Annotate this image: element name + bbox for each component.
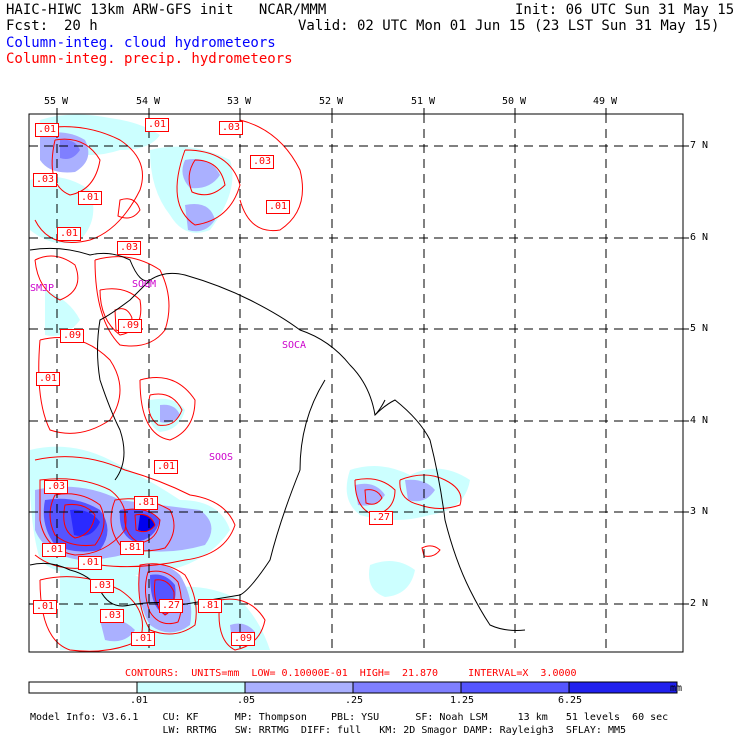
contour-info: CONTOURS: UNITS=mm LOW= 0.10000E-01 HIGH… [125, 668, 577, 679]
contour-label: .03 [219, 121, 244, 135]
contour-label: .03 [44, 480, 69, 494]
colorbar-tick: .05 [237, 695, 256, 706]
colorbar-tick: 6.25 [558, 695, 583, 706]
contour-label: .81 [134, 496, 159, 510]
forecast-label: Fcst: [6, 18, 49, 34]
station-label: SOOS [209, 452, 234, 463]
station-label: SOCA [282, 340, 307, 351]
contour-label: .01 [35, 123, 60, 137]
valid-time: Valid: 02 UTC Mon 01 Jun 15 (23 LST Sun … [298, 18, 720, 34]
contour-label: .09 [231, 632, 256, 646]
contour-label: .03 [90, 579, 115, 593]
contour-label: .03 [100, 609, 125, 623]
colorbar-unit: mm [670, 683, 683, 694]
model-info-line2: LW: RRTMG SW: RRTMG DIFF: full KM: 2D Sm… [30, 725, 627, 736]
station-label: SOGM [132, 279, 157, 290]
contour-label: .09 [60, 329, 85, 343]
contour-label: .01 [266, 200, 291, 214]
contour-label: .27 [369, 511, 394, 525]
colorbar-tick: .25 [345, 695, 364, 706]
lon-label: 49 W [593, 96, 618, 107]
lat-label: 6 N [690, 232, 709, 243]
precip-field-label: Column-integ. precip. hydrometeors [6, 51, 293, 67]
contour-label: .01 [42, 543, 67, 557]
contour-label: .01 [131, 632, 156, 646]
contour-label: .01 [145, 118, 170, 132]
contour-label: .03 [250, 155, 275, 169]
contour-label: .01 [154, 460, 179, 474]
lon-label: 53 W [227, 96, 252, 107]
contour-label: .03 [117, 241, 142, 255]
contour-label: .01 [78, 191, 103, 205]
contour-label: .81 [120, 541, 145, 555]
lat-label: 4 N [690, 415, 709, 426]
contour-label: .03 [33, 173, 58, 187]
lon-label: 50 W [502, 96, 527, 107]
cloud-field-label: Column-integ. cloud hydrometeors [6, 35, 276, 51]
station-label: SMJP [30, 283, 55, 294]
colorbar [28, 681, 678, 694]
model-info-line1: Model Info: V3.6.1 CU: KF MP: Thompson P… [30, 712, 669, 723]
lat-label: 5 N [690, 323, 709, 334]
lat-label: 7 N [690, 140, 709, 151]
contour-label: .81 [198, 599, 223, 613]
lat-label: 3 N [690, 506, 709, 517]
lon-label: 55 W [44, 96, 69, 107]
lon-label: 51 W [411, 96, 436, 107]
colorbar-tick: .01 [130, 695, 149, 706]
contour-label: .01 [57, 227, 82, 241]
lon-label: 52 W [319, 96, 344, 107]
contour-label: .01 [36, 372, 61, 386]
init-time: Init: 06 UTC Sun 31 May 15 [515, 2, 735, 18]
contour-label: .27 [159, 599, 184, 613]
colorbar-tick: 1.25 [450, 695, 475, 706]
contour-label: .09 [118, 319, 143, 333]
axis-ticks [56, 108, 689, 605]
contour-label: .01 [78, 556, 103, 570]
contour-label: .01 [33, 600, 58, 614]
map-frame [28, 113, 684, 653]
plot-title: HAIC-HIWC 13km ARW-GFS init NCAR/MMM [6, 2, 327, 18]
lon-label: 54 W [136, 96, 161, 107]
lat-label: 2 N [690, 598, 709, 609]
forecast-hour: 20 h [64, 18, 98, 34]
